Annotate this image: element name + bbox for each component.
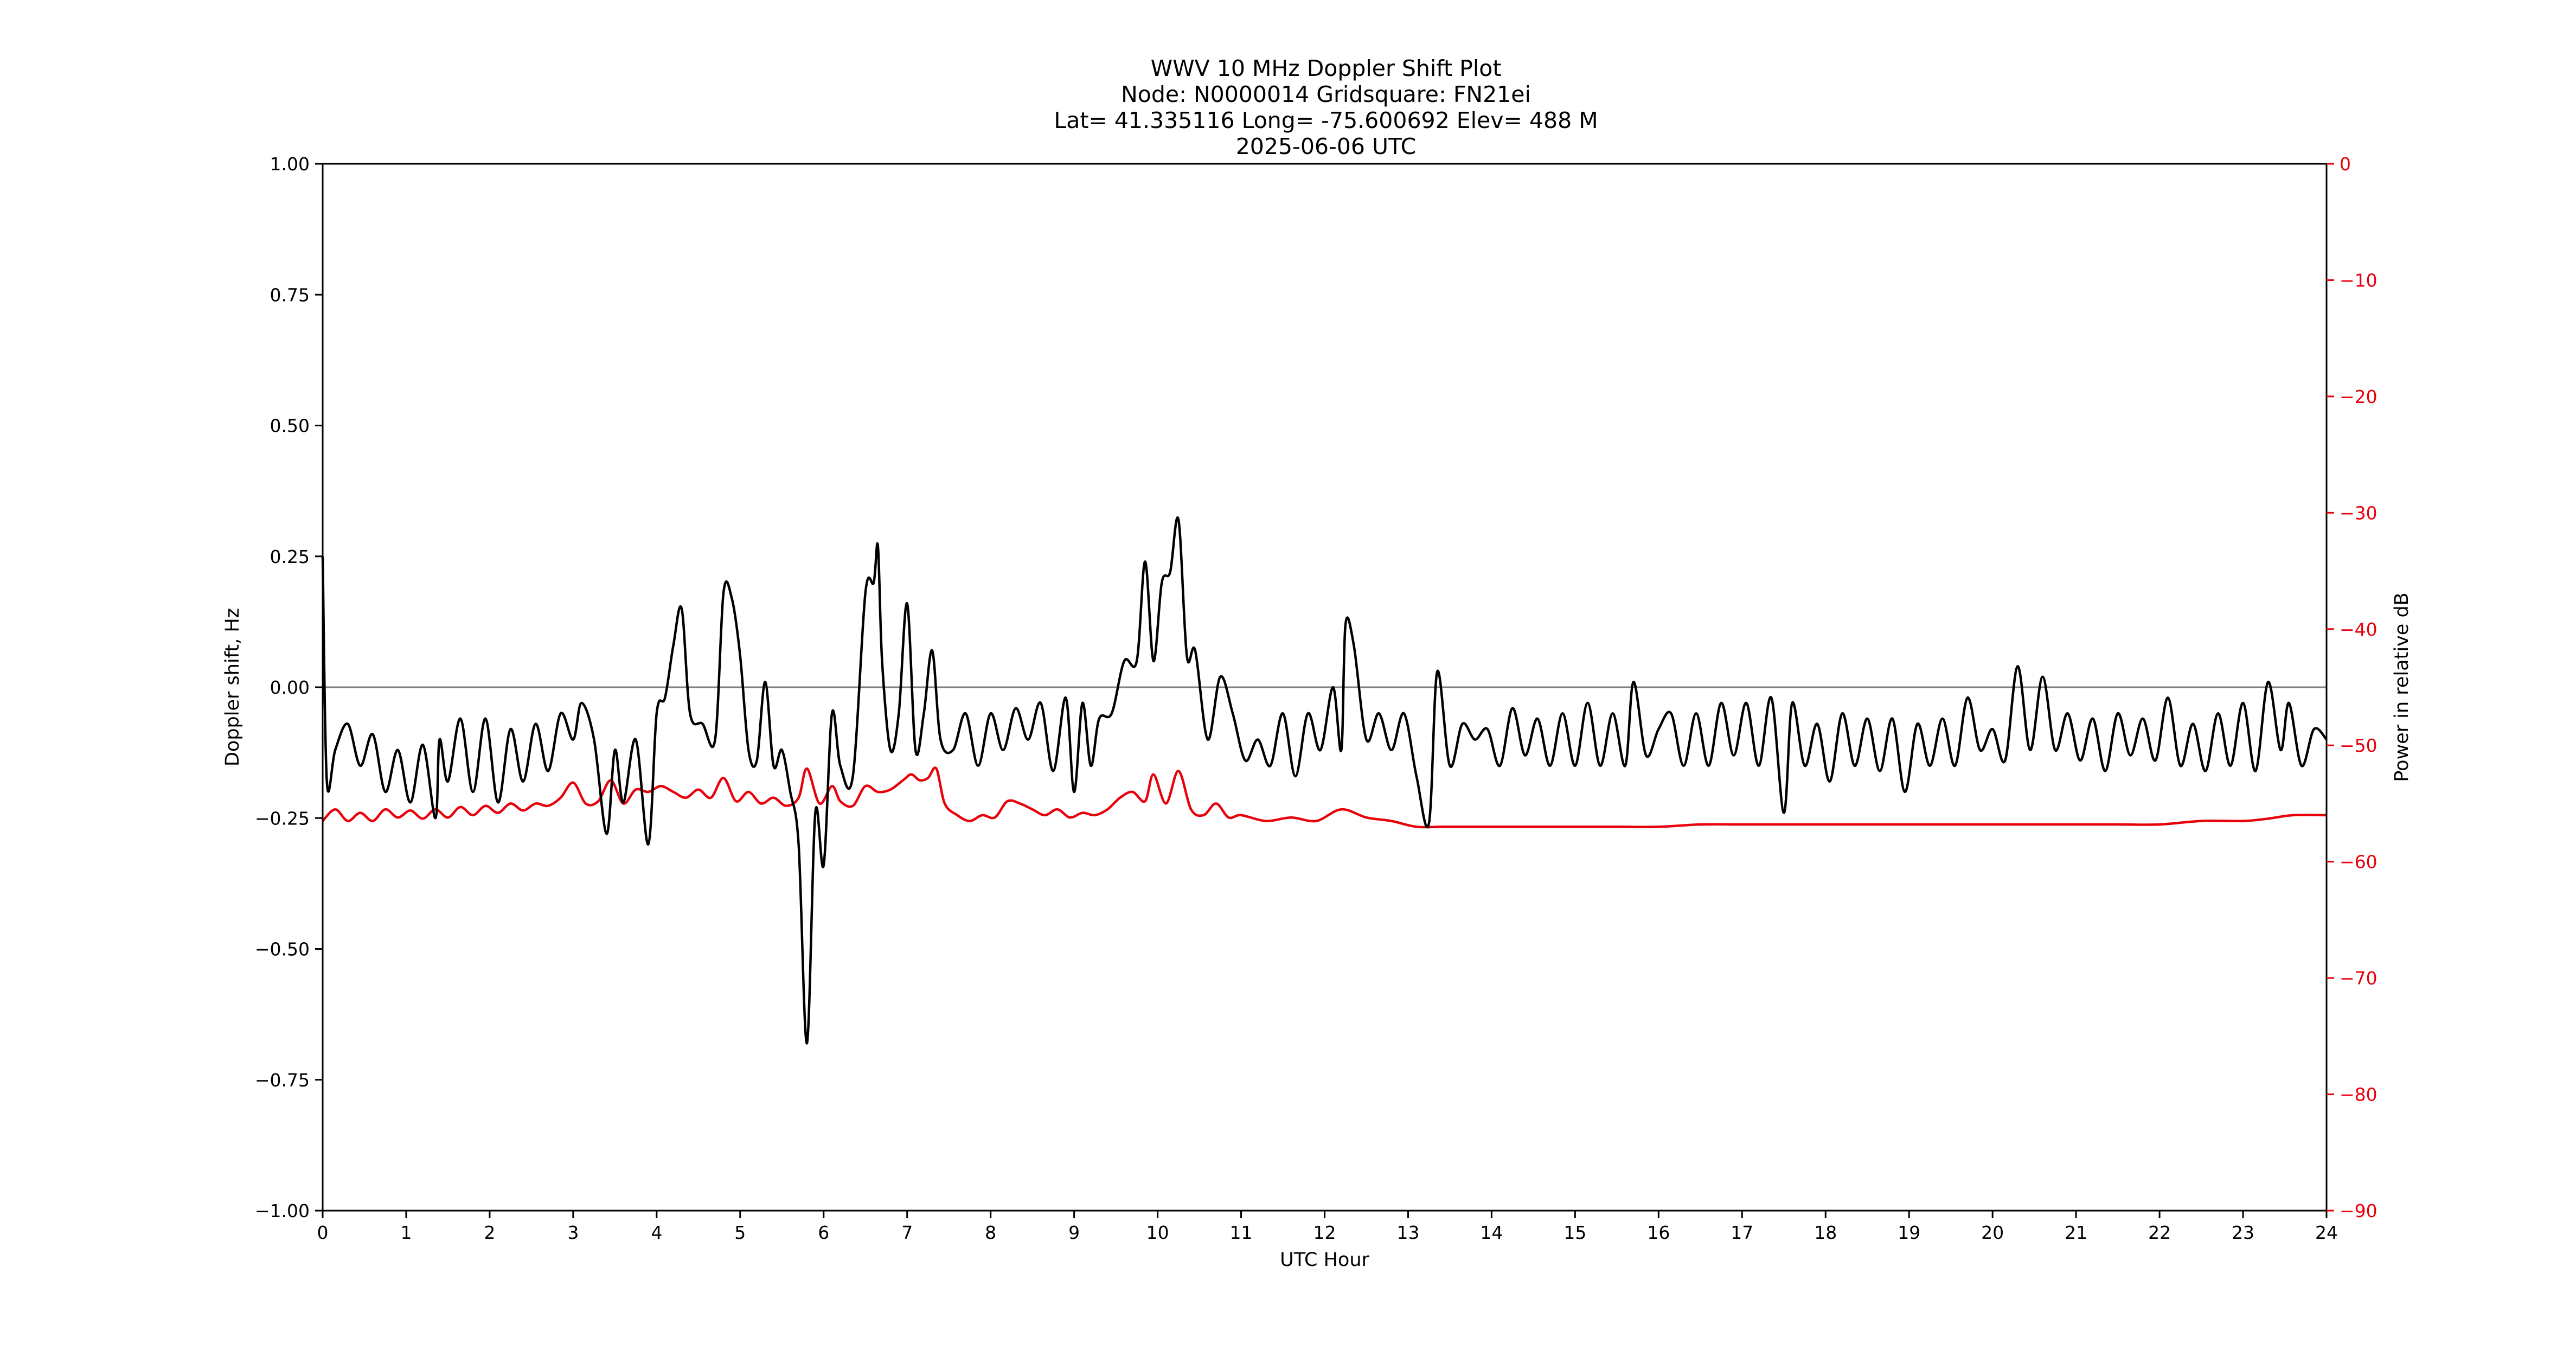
doppler-series — [321, 516, 2328, 1045]
power-line — [322, 766, 2327, 829]
x-tick-label: 7 — [901, 1222, 913, 1243]
y-axis-left: 1.00 0.75 0.50 0.25 0.00 −0.25 −0.50 −0.75 −1.00 — [255, 153, 323, 1221]
x-tick-label: 3 — [567, 1222, 579, 1243]
x-tick-label: 0 — [317, 1222, 329, 1243]
y-left-tick-label: −0.75 — [255, 1070, 310, 1091]
x-tick-label: 23 — [2232, 1222, 2254, 1243]
x-axis-label: UTC Hour — [1280, 1249, 1369, 1271]
x-tick-label: 24 — [2315, 1222, 2338, 1243]
x-tick-label: 1 — [400, 1222, 412, 1243]
y-axis-left-label: Doppler shift, Hz — [222, 608, 243, 766]
x-tick-label: 19 — [1898, 1222, 1920, 1243]
x-tick-label: 8 — [985, 1222, 996, 1243]
x-tick-label: 16 — [1647, 1222, 1670, 1243]
title-line-2: Node: N0000014 Gridsquare: FN21ei — [1121, 81, 1531, 107]
x-tick-label: 22 — [2148, 1222, 2171, 1243]
x-axis: 0 1 2 3 4 5 6 7 8 9 10 11 12 13 14 15 16 17 18 19 20 21 22 23 24 — [317, 1211, 2338, 1243]
y-left-tick-label: 0.75 — [270, 284, 310, 305]
x-tick-label: 14 — [1480, 1222, 1503, 1243]
y-left-tick-label: 0.00 — [270, 677, 310, 698]
x-tick-label: 11 — [1230, 1222, 1253, 1243]
x-tick-label: 15 — [1563, 1222, 1586, 1243]
y-right-tick-label: 0 — [2340, 153, 2351, 175]
y-right-tick-label: −70 — [2340, 968, 2378, 989]
x-tick-label: 9 — [1068, 1222, 1080, 1243]
x-tick-label: 17 — [1731, 1222, 1753, 1243]
y-axis-right-label: Power in relative dB — [2391, 592, 2413, 782]
title-line-4: 2025-06-06 UTC — [1236, 133, 1417, 159]
y-right-tick-label: −60 — [2340, 852, 2378, 873]
y-right-tick-label: −20 — [2340, 386, 2378, 407]
x-tick-label: 6 — [818, 1222, 829, 1243]
y-right-tick-label: −40 — [2340, 619, 2378, 640]
title-line-3: Lat= 41.335116 Long= -75.600692 Elev= 48… — [1054, 107, 1598, 133]
y-right-tick-label: −50 — [2340, 735, 2378, 756]
y-left-tick-label: −0.50 — [255, 939, 310, 960]
x-tick-label: 12 — [1313, 1222, 1336, 1243]
y-right-tick-label: −80 — [2340, 1084, 2378, 1105]
y-right-tick-label: −10 — [2340, 270, 2378, 291]
y-right-tick-label: −90 — [2340, 1200, 2378, 1221]
x-tick-label: 13 — [1396, 1222, 1419, 1243]
power-series — [322, 766, 2327, 829]
y-left-tick-label: 0.50 — [270, 415, 310, 437]
y-left-tick-label: −1.00 — [255, 1200, 310, 1221]
x-tick-label: 5 — [734, 1222, 746, 1243]
y-left-tick-label: 0.25 — [270, 546, 310, 567]
chart-title: WWV 10 MHz Doppler Shift Plot Node: N000… — [1054, 55, 1598, 159]
title-line-1: WWV 10 MHz Doppler Shift Plot — [1151, 55, 1502, 81]
x-tick-label: 21 — [2065, 1222, 2087, 1243]
x-tick-label: 2 — [484, 1222, 495, 1243]
x-tick-label: 20 — [1981, 1222, 2004, 1243]
doppler-line — [321, 516, 2328, 1045]
y-right-tick-label: −30 — [2340, 502, 2378, 523]
x-tick-label: 18 — [1814, 1222, 1837, 1243]
x-tick-label: 4 — [651, 1222, 662, 1243]
y-left-tick-label: −0.25 — [255, 808, 310, 829]
y-axis-right: 0 −10 −20 −30 −40 −50 −60 −70 −80 −90 — [2327, 153, 2378, 1221]
y-left-tick-label: 1.00 — [270, 153, 310, 175]
x-tick-label: 10 — [1146, 1222, 1169, 1243]
